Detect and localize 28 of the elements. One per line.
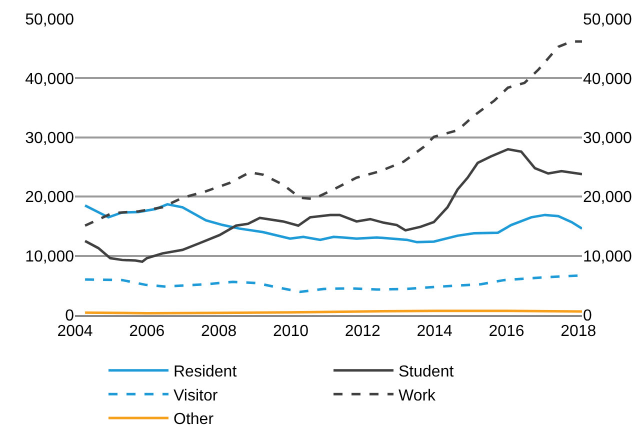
y-tick-label: 30,000 <box>25 130 74 147</box>
x-tick-label: 2006 <box>129 322 165 340</box>
y2-tick-label: 30,000 <box>583 130 632 147</box>
x-tick-label: 2014 <box>416 322 452 340</box>
y-tick-label: 40,000 <box>25 70 74 88</box>
y2-tick-label: 0 <box>583 308 592 325</box>
y2-tick-label: 50,000 <box>583 12 632 29</box>
legend-label: Student <box>398 364 454 381</box>
y-tick-label: 50,000 <box>25 12 74 29</box>
legend-label: Visitor <box>174 387 218 404</box>
y2-tick-label: 40,000 <box>583 70 632 88</box>
x-tick-label: 2010 <box>272 322 309 340</box>
y-tick-label: 0 <box>65 308 74 325</box>
x-tick-label: 2012 <box>344 322 381 340</box>
x-tick-label: 2004 <box>57 322 93 340</box>
y-tick-label: 10,000 <box>25 248 74 266</box>
y2-tick-label: 10,000 <box>583 248 632 266</box>
y-tick-label: 20,000 <box>25 189 74 206</box>
line-series <box>84 203 582 244</box>
x-tick-label: 2016 <box>488 322 524 340</box>
line-series <box>84 148 582 263</box>
legend-label: Other <box>174 411 214 428</box>
y2-tick-label: 20,000 <box>583 189 632 206</box>
legend-label: Work <box>398 387 437 404</box>
x-tick-label: 2018 <box>560 322 596 340</box>
x-tick-label: 2008 <box>201 322 237 340</box>
legend-label: Resident <box>174 364 238 381</box>
line-series <box>84 40 582 227</box>
